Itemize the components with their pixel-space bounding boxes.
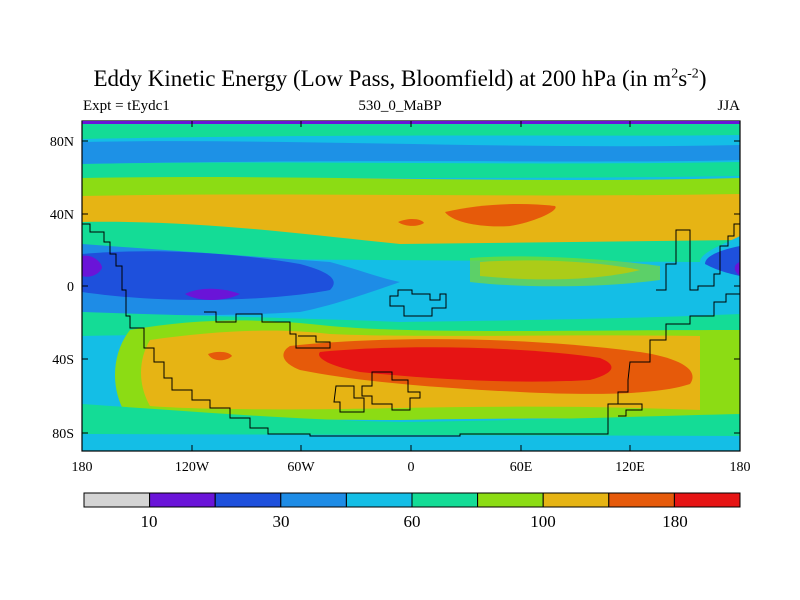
colorbar-swatch bbox=[345, 492, 413, 508]
y-tick-label: 80N bbox=[50, 135, 74, 150]
coastlines bbox=[82, 223, 740, 437]
colorbar-swatch bbox=[542, 492, 610, 508]
x-tick-label: 0 bbox=[408, 460, 415, 475]
y-tick-label: 40S bbox=[52, 353, 74, 368]
colorbar-label: 10 bbox=[141, 512, 158, 531]
colorbar-swatch bbox=[411, 492, 479, 508]
colorbar-swatch bbox=[608, 492, 675, 508]
colorbar-swatch bbox=[673, 492, 741, 508]
x-tick-label: 60W bbox=[287, 460, 315, 475]
x-tick-label: 120W bbox=[175, 460, 210, 475]
y-axis-labels: 80N 40N 0 40S 80S bbox=[50, 135, 74, 442]
experiment-label: Expt = tEydc1 bbox=[83, 98, 170, 114]
x-tick-label: 120E bbox=[615, 460, 645, 475]
colorbar-swatch bbox=[280, 492, 347, 508]
colorbar-label: 180 bbox=[662, 512, 688, 531]
x-tick-label: 180 bbox=[72, 460, 93, 475]
colorbar-labels: 10 30 60 100 180 bbox=[141, 512, 688, 531]
colorbar-label: 30 bbox=[273, 512, 290, 531]
colorbar-label: 60 bbox=[404, 512, 421, 531]
eke-field bbox=[82, 121, 740, 451]
map-title: Eddy Kinetic Energy (Low Pass, Bloomfiel… bbox=[93, 66, 707, 91]
x-tick-label: 180 bbox=[730, 460, 751, 475]
colorbar-swatch bbox=[149, 492, 216, 508]
colorbar-swatch bbox=[477, 492, 544, 508]
y-tick-label: 80S bbox=[52, 427, 74, 442]
period-label: 530_0_MaBP bbox=[358, 98, 442, 114]
colorbar bbox=[83, 492, 741, 508]
x-tick-label: 60E bbox=[510, 460, 533, 475]
season-label: JJA bbox=[717, 98, 740, 114]
colorbar-swatch bbox=[214, 492, 282, 508]
y-tick-label: 40N bbox=[50, 208, 74, 223]
colorbar-label: 100 bbox=[530, 512, 556, 531]
x-axis-labels: 180 120W 60W 0 60E 120E 180 bbox=[72, 460, 751, 475]
y-tick-label: 0 bbox=[67, 280, 74, 295]
colorbar-swatch bbox=[83, 492, 151, 508]
